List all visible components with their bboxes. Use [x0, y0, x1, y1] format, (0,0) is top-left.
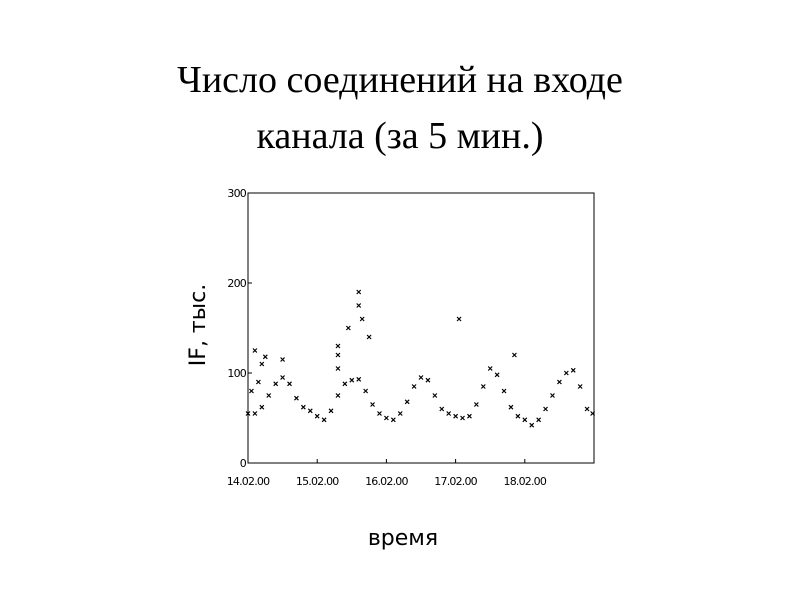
x-axis-label: время [368, 526, 438, 551]
point [300, 404, 306, 410]
point [252, 348, 258, 353]
chart-title: канала (за 5 мин.) [256, 115, 543, 157]
point [266, 393, 272, 398]
point [501, 388, 507, 394]
point [359, 316, 365, 322]
x-tick-label: 18.02.00 [504, 475, 547, 488]
point [432, 393, 438, 398]
point [307, 408, 313, 414]
point [390, 417, 396, 423]
point [377, 411, 382, 416]
point [418, 375, 424, 380]
point [473, 402, 479, 407]
chart-title: Число соединений на входе [177, 59, 623, 101]
point [383, 415, 389, 421]
y-tick-label: 100 [227, 367, 246, 380]
point [252, 411, 258, 416]
point [439, 406, 445, 412]
point [425, 377, 431, 383]
point [294, 395, 299, 401]
point [249, 388, 254, 394]
point [404, 399, 410, 405]
y-axis-label: IF, тыс. [186, 284, 211, 366]
point [328, 408, 334, 414]
point [584, 406, 590, 412]
x-tick-label: 14.02.00 [227, 475, 270, 488]
point [456, 316, 462, 322]
point [487, 366, 493, 371]
point [515, 413, 521, 419]
point [467, 413, 472, 419]
point [349, 377, 355, 383]
point [345, 325, 351, 331]
point [480, 384, 486, 389]
y-tick-label: 200 [227, 277, 246, 290]
point [314, 413, 320, 419]
point [411, 384, 417, 389]
y-tick-label: 0 [240, 457, 247, 470]
point [335, 343, 341, 349]
point [550, 393, 555, 398]
point [453, 413, 459, 419]
y-tick-label: 300 [227, 187, 246, 200]
x-tick-label: 15.02.00 [296, 475, 339, 488]
point [590, 411, 596, 416]
point [356, 376, 362, 382]
plot-frame [247, 192, 595, 464]
x-tick-label: 16.02.00 [365, 475, 408, 488]
point [280, 357, 286, 362]
point [335, 352, 341, 358]
point [529, 422, 535, 428]
point [511, 352, 517, 358]
point [577, 384, 583, 389]
point [536, 417, 542, 423]
point [543, 406, 548, 412]
point [460, 415, 465, 421]
point [262, 354, 268, 360]
point [494, 372, 500, 378]
point [446, 411, 452, 416]
point [570, 367, 576, 373]
x-tick-label: 17.02.00 [434, 475, 477, 488]
point [280, 375, 286, 380]
point [522, 417, 528, 423]
point [259, 404, 265, 410]
point [259, 361, 265, 367]
point [363, 388, 369, 394]
point [508, 404, 514, 410]
point [321, 417, 327, 423]
point [556, 379, 562, 385]
point [563, 370, 569, 376]
point [287, 381, 292, 387]
point [397, 411, 403, 416]
point [245, 411, 251, 416]
point [342, 381, 348, 387]
point [370, 402, 375, 407]
point [273, 381, 279, 387]
point [335, 393, 341, 398]
point [335, 366, 341, 371]
point [366, 334, 372, 340]
point [356, 303, 362, 308]
point [255, 379, 261, 385]
point [356, 289, 362, 295]
